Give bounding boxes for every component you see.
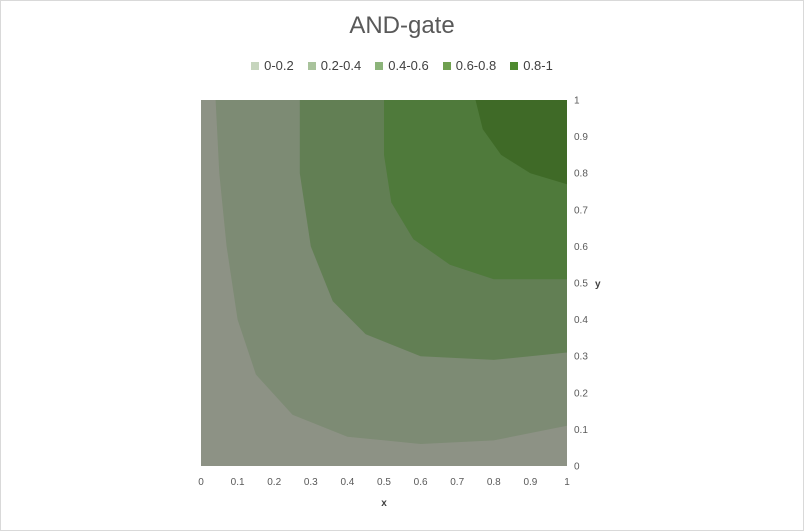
legend-label: 0.4-0.6 (388, 58, 429, 73)
y-tick-label: 0.8 (574, 169, 588, 180)
y-tick-label: 0.5 (574, 279, 588, 290)
x-tick-label: 0.7 (450, 477, 464, 488)
y-tick-label: 0 (574, 462, 580, 473)
legend-label: 0.2-0.4 (320, 58, 362, 73)
x-tick-label: 0.2 (267, 477, 281, 488)
x-tick-label: 0.4 (340, 477, 354, 488)
legend-item-0: 0-0.2 (251, 58, 294, 73)
legend-swatch (307, 61, 316, 70)
x-tick-label: 0.9 (523, 477, 537, 488)
legend-item-1: 0.2-0.4 (307, 58, 362, 73)
y-axis-title: y (595, 279, 601, 290)
plot-area (201, 100, 567, 466)
x-tick-label: 0.6 (414, 477, 428, 488)
x-axis-title: x (381, 498, 387, 509)
x-tick-label: 0 (198, 477, 204, 488)
y-tick-label: 1 (574, 96, 580, 107)
y-tick-label: 0.4 (574, 315, 588, 326)
legend-label: 0.6-0.8 (455, 58, 497, 73)
x-tick-label: 0.1 (231, 477, 245, 488)
y-tick-label: 0.3 (574, 352, 588, 363)
legend-swatch (251, 61, 260, 70)
legend-swatch (510, 61, 519, 70)
chart-title: AND-gate (349, 12, 455, 39)
legend-label: 0-0.2 (264, 58, 294, 73)
x-tick-label: 0.3 (304, 477, 318, 488)
legend-label: 0.8-1 (523, 58, 553, 73)
band-0.8-1 (475, 100, 567, 185)
legend-item-4: 0.8-1 (510, 58, 553, 73)
legend-item-3: 0.6-0.8 (442, 58, 497, 73)
x-tick-label: 1 (564, 477, 570, 488)
chart-legend: 0-0.2 0.2-0.4 0.4-0.6 0.6-0.8 0.8-1 (0, 58, 804, 73)
y-tick-label: 0.2 (574, 388, 588, 399)
y-tick-label: 0.9 (574, 132, 588, 143)
x-tick-label: 0.8 (487, 477, 501, 488)
legend-item-2: 0.4-0.6 (375, 58, 429, 73)
legend-swatch (375, 61, 384, 70)
y-tick-label: 0.6 (574, 242, 588, 253)
y-tick-label: 0.1 (574, 425, 588, 436)
y-tick-label: 0.7 (574, 205, 588, 216)
legend-swatch (442, 61, 451, 70)
x-tick-label: 0.5 (377, 477, 391, 488)
